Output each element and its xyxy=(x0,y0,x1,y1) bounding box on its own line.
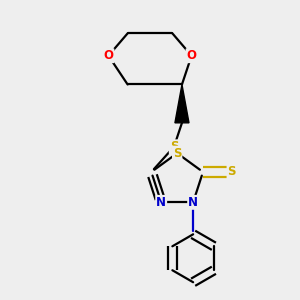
Text: S: S xyxy=(173,147,182,160)
Text: N: N xyxy=(156,196,166,209)
Text: S: S xyxy=(227,166,236,178)
Text: S: S xyxy=(170,140,178,153)
Text: O: O xyxy=(187,49,196,62)
Text: N: N xyxy=(188,196,198,209)
Polygon shape xyxy=(175,85,189,123)
Text: O: O xyxy=(103,49,113,62)
